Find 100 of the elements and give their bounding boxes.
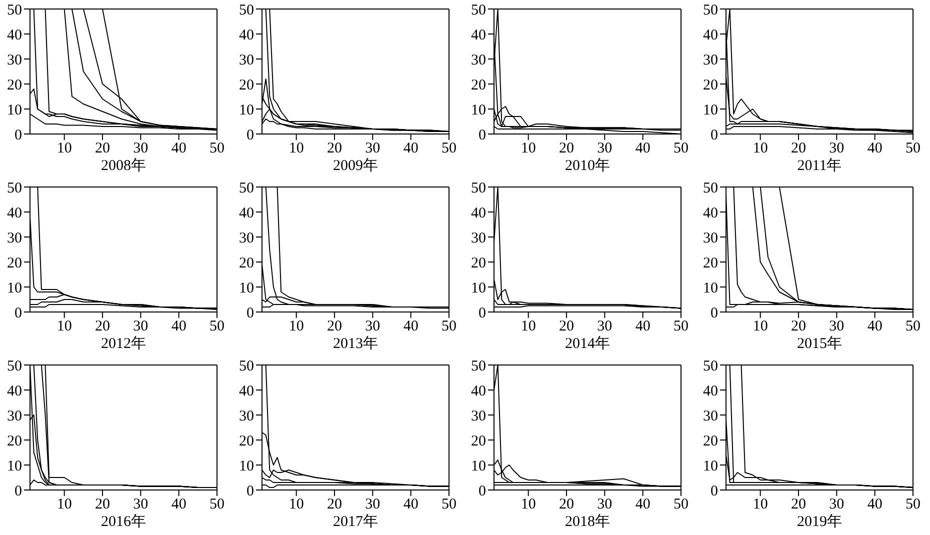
y-tick-label: 10 <box>703 458 718 474</box>
y-tick-label: 50 <box>7 358 22 374</box>
y-tick-label: 50 <box>471 180 486 196</box>
x-tick-label: 50 <box>674 140 688 157</box>
x-tick-label: 20 <box>791 318 806 335</box>
y-tick-label: 50 <box>239 180 254 196</box>
y-tick-label: 20 <box>471 255 486 272</box>
x-tick-label: 40 <box>171 496 186 513</box>
x-tick-label: 50 <box>442 140 456 157</box>
y-tick-label: 50 <box>471 2 486 18</box>
x-tick-label: 20 <box>95 318 110 335</box>
x-tick-label: 40 <box>403 318 418 335</box>
y-tick-label: 30 <box>471 230 486 246</box>
x-tick-label: 20 <box>327 140 342 157</box>
x-axis-title: 2010年 <box>564 157 611 176</box>
y-tick-label: 30 <box>703 230 718 246</box>
x-tick-label: 30 <box>597 140 612 157</box>
x-tick-label: 10 <box>56 496 72 513</box>
y-tick-label: 40 <box>7 383 22 400</box>
y-tick-label: 10 <box>239 458 254 474</box>
y-tick-label: 50 <box>7 180 22 196</box>
x-tick-label: 10 <box>288 140 304 157</box>
y-tick-label: 20 <box>703 77 718 94</box>
x-tick-label: 40 <box>171 140 186 157</box>
x-tick-label: 40 <box>635 496 650 513</box>
x-tick-label: 20 <box>559 496 574 513</box>
x-tick-label: 10 <box>288 318 304 335</box>
x-tick-label: 30 <box>597 496 612 513</box>
y-tick-label: 40 <box>471 205 486 222</box>
y-tick-label: 30 <box>239 408 254 424</box>
x-tick-label: 30 <box>365 496 380 513</box>
x-axis-title: 2012年 <box>100 335 147 354</box>
y-tick-label: 0 <box>710 305 718 322</box>
y-tick-label: 0 <box>14 127 22 144</box>
x-axis-title: 2009年 <box>332 157 379 176</box>
x-axis-title: 2019年 <box>796 513 843 532</box>
x-tick-label: 50 <box>442 318 456 335</box>
x-tick-label: 40 <box>635 318 650 335</box>
x-axis-title: 2017年 <box>332 513 379 532</box>
x-axis-title: 2015年 <box>796 335 843 354</box>
y-tick-label: 10 <box>703 102 718 118</box>
y-tick-label: 50 <box>7 2 22 18</box>
x-axis-title: 2016年 <box>100 513 147 532</box>
x-tick-label: 10 <box>56 318 72 335</box>
x-tick-label: 30 <box>597 318 612 335</box>
y-tick-label: 20 <box>239 255 254 272</box>
y-tick-label: 30 <box>703 408 718 424</box>
x-axis-title: 2018年 <box>564 513 611 532</box>
x-tick-label: 40 <box>635 140 650 157</box>
y-tick-label: 20 <box>471 77 486 94</box>
y-tick-label: 50 <box>471 358 486 374</box>
y-tick-label: 0 <box>478 127 486 144</box>
x-tick-label: 30 <box>133 318 148 335</box>
y-tick-label: 30 <box>471 52 486 68</box>
x-tick-label: 50 <box>210 140 224 157</box>
x-tick-label: 50 <box>906 318 920 335</box>
x-tick-label: 50 <box>906 140 920 157</box>
y-tick-label: 10 <box>471 458 486 474</box>
y-tick-label: 0 <box>246 483 254 500</box>
x-tick-label: 20 <box>95 496 110 513</box>
y-tick-label: 20 <box>703 433 718 450</box>
y-tick-label: 40 <box>703 27 718 44</box>
y-tick-label: 40 <box>239 27 254 44</box>
x-axis-title: 2013年 <box>332 335 379 354</box>
y-tick-label: 50 <box>703 358 718 374</box>
y-tick-label: 10 <box>7 458 22 474</box>
x-tick-label: 50 <box>210 496 224 513</box>
x-tick-label: 30 <box>365 318 380 335</box>
x-axis-title: 2008年 <box>100 157 147 176</box>
y-tick-label: 50 <box>239 358 254 374</box>
x-tick-label: 50 <box>210 318 224 335</box>
y-tick-label: 0 <box>710 127 718 144</box>
y-tick-label: 10 <box>239 102 254 118</box>
y-tick-label: 10 <box>7 102 22 118</box>
x-tick-label: 10 <box>520 140 536 157</box>
y-tick-label: 20 <box>7 77 22 94</box>
y-tick-label: 20 <box>703 255 718 272</box>
y-tick-label: 0 <box>478 483 486 500</box>
x-tick-label: 30 <box>133 496 148 513</box>
x-tick-label: 40 <box>403 140 418 157</box>
x-tick-label: 10 <box>520 496 536 513</box>
y-tick-label: 40 <box>703 205 718 222</box>
y-tick-label: 30 <box>239 230 254 246</box>
x-tick-label: 10 <box>56 140 72 157</box>
x-tick-label: 20 <box>95 140 110 157</box>
x-tick-label: 50 <box>906 496 920 513</box>
x-tick-label: 50 <box>442 496 456 513</box>
x-axis-title: 2011年 <box>796 157 843 176</box>
y-tick-label: 20 <box>239 77 254 94</box>
x-tick-label: 30 <box>829 140 844 157</box>
y-tick-label: 40 <box>7 27 22 44</box>
y-tick-label: 50 <box>703 180 718 196</box>
x-tick-label: 10 <box>752 318 768 335</box>
x-tick-label: 30 <box>829 318 844 335</box>
y-tick-label: 0 <box>710 483 718 500</box>
y-tick-label: 0 <box>14 483 22 500</box>
x-tick-label: 20 <box>791 140 806 157</box>
y-tick-label: 0 <box>246 127 254 144</box>
x-tick-label: 40 <box>867 496 882 513</box>
y-tick-label: 10 <box>7 280 22 296</box>
